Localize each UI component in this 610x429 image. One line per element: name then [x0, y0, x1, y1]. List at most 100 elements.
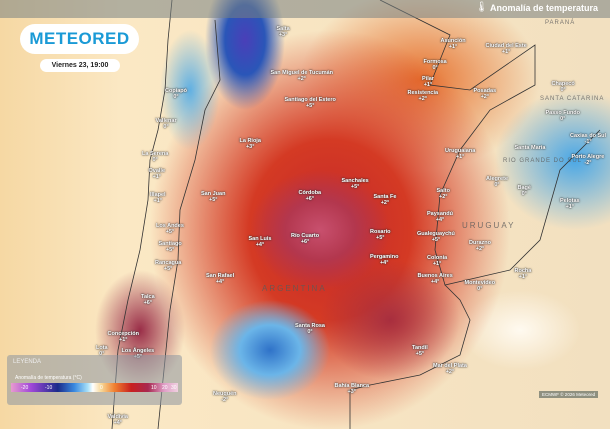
city-marker[interactable]: Vallenar 0° [156, 118, 177, 130]
city-anomaly-value: +4° [435, 217, 445, 223]
city-anomaly-value: +2° [438, 194, 448, 200]
city-marker[interactable]: Copiapó 0° [165, 88, 187, 100]
city-anomaly-value: 0° [494, 182, 500, 188]
city-marker[interactable]: Rocha +1° [515, 268, 532, 280]
city-name: San Miguel de Tucumán [270, 70, 334, 76]
city-marker[interactable]: Pergamino +4° [370, 254, 398, 266]
city-marker[interactable]: Rosario +5° [370, 229, 390, 241]
city-marker[interactable]: Lota 0° [96, 345, 108, 357]
city-name: San Juan [201, 191, 226, 197]
city-marker[interactable]: Santiago +5° [159, 241, 182, 253]
thermometer-icon: 🌡 [475, 2, 488, 13]
city-name: La Serena [142, 151, 169, 157]
city-name: Neuquén [213, 391, 237, 397]
legend-tick: -20 [21, 385, 29, 391]
city-marker[interactable]: Posadas +2° [474, 88, 497, 100]
city-anomaly-value: +1° [153, 198, 163, 204]
city-name: Passo Fundo [545, 110, 581, 116]
city-marker[interactable]: Santa Fe +2° [374, 194, 397, 206]
city-marker[interactable]: Los Andes +5° [156, 223, 184, 235]
city-marker[interactable]: San Juan +5° [201, 191, 225, 203]
city-marker[interactable]: Salta +3° [277, 26, 290, 38]
city-marker[interactable]: Santa Rosa 0° [295, 323, 325, 335]
city-marker[interactable]: Colonia +1° [427, 255, 447, 267]
city-marker[interactable]: Mar del Plata +2° [433, 363, 467, 375]
city-name: Alegrete [486, 176, 509, 182]
layer-title: Anomalía de temperatura [489, 3, 598, 13]
city-marker[interactable]: Valdivia +4° [108, 414, 129, 426]
forecast-datetime[interactable]: Viernes 23, 19:00 [40, 59, 120, 72]
city-marker[interactable]: Chapecó 0° [552, 81, 575, 93]
city-anomaly-value: 0° [163, 124, 169, 130]
city-anomaly-value: -2° [584, 160, 592, 166]
city-anomaly-value: +1° [152, 174, 161, 180]
meteored-logo[interactable]: METEORED [20, 24, 139, 54]
city-name: Bagé [517, 185, 531, 191]
city-marker[interactable]: Río Cuarto +6° [291, 233, 319, 245]
city-anomaly-value: 0° [99, 351, 105, 357]
city-marker[interactable]: Pelotas +1° [560, 198, 580, 210]
city-marker[interactable]: Rancagua +5° [155, 260, 181, 272]
city-marker[interactable]: Bagé 0° [518, 185, 531, 197]
city-anomaly-value: +1° [432, 261, 442, 267]
city-marker[interactable]: Santiago del Estero +5° [285, 97, 336, 109]
city-marker[interactable]: Concepción +1° [108, 331, 139, 343]
city-anomaly-value: +5° [350, 184, 360, 190]
city-marker[interactable]: Caxias do Sul -1° [570, 133, 606, 145]
city-anomaly-value: +1° [455, 154, 465, 160]
city-marker[interactable]: Gualeguaychú +5° [417, 231, 455, 243]
city-marker[interactable]: Santa Maria [515, 145, 546, 151]
city-marker[interactable]: Resistencia +2° [408, 90, 439, 102]
city-marker[interactable]: Montevideo 0° [465, 280, 496, 292]
city-anomaly-value: +4° [215, 279, 225, 285]
city-marker[interactable]: San Miguel de Tucumán +2° [271, 70, 334, 82]
city-marker[interactable]: Paysandú +4° [427, 211, 453, 223]
city-marker[interactable]: Ovalle +1° [149, 168, 166, 180]
legend-tick: 0 [100, 385, 103, 391]
city-name: Los Ángeles [121, 348, 155, 354]
city-marker[interactable]: Neuquén -2° [213, 391, 237, 403]
city-name: Caxias do Sul [570, 133, 607, 139]
city-anomaly-value: +2° [418, 96, 428, 102]
city-marker[interactable]: Ciudad del Este +1° [486, 43, 527, 55]
city-marker[interactable]: Formosa 0° [424, 59, 447, 71]
city-marker[interactable]: Illapel +1° [150, 192, 166, 204]
city-marker[interactable]: Tandil +5° [412, 345, 428, 357]
city-anomaly-value: 0° [521, 191, 527, 197]
city-anomaly-value: +2° [297, 76, 307, 82]
city-marker[interactable]: Passo Fundo 0° [546, 110, 581, 122]
city-marker[interactable]: Buenos Aires +4° [418, 273, 453, 285]
city-name: Pergamino [370, 254, 399, 260]
city-name: Salta [276, 26, 290, 32]
legend-panel[interactable]: LEYENDA Anomalía de temperatura (°C) -20… [7, 355, 182, 405]
city-name: Buenos Aires [417, 273, 453, 279]
city-anomaly-value: +2° [380, 200, 390, 206]
city-anomaly-value: +5° [165, 229, 175, 235]
city-marker[interactable]: La Serena 0° [142, 151, 168, 163]
city-anomaly-value: +5° [431, 237, 441, 243]
city-marker[interactable]: Salto +2° [437, 188, 450, 200]
city-marker[interactable]: Porto Alegre -2° [572, 154, 605, 166]
city-marker[interactable]: Sanchales +5° [342, 178, 369, 190]
city-name: San Rafael [206, 273, 235, 279]
region-label: RIO GRANDE DO SUL [503, 158, 583, 164]
city-marker[interactable]: San Rafael +4° [206, 273, 234, 285]
city-marker[interactable]: Alegrete 0° [486, 176, 508, 188]
city-anomaly-value: +1° [423, 82, 433, 88]
city-name: Concepción [107, 331, 139, 337]
city-anomaly-value: +1° [501, 49, 511, 55]
city-marker[interactable]: San Luis +4° [249, 236, 272, 248]
city-anomaly-value: 0° [152, 157, 158, 163]
city-marker[interactable]: Talca +6° [141, 294, 155, 306]
city-marker[interactable]: La Rioja +3° [240, 138, 261, 150]
city-name: Santa Maria [514, 145, 546, 151]
city-marker[interactable]: Pilar +1° [422, 76, 434, 88]
city-marker[interactable]: Durazno +2° [469, 240, 491, 252]
city-marker[interactable]: Asunción +1° [441, 38, 466, 50]
city-marker[interactable]: Uruguaiana +1° [445, 148, 475, 160]
city-name: Lota [96, 345, 108, 351]
city-marker[interactable]: Córdoba +6° [299, 190, 322, 202]
city-marker[interactable]: Bahía Blanca +3° [335, 383, 370, 395]
region-label: ARGENTINA [262, 284, 327, 293]
